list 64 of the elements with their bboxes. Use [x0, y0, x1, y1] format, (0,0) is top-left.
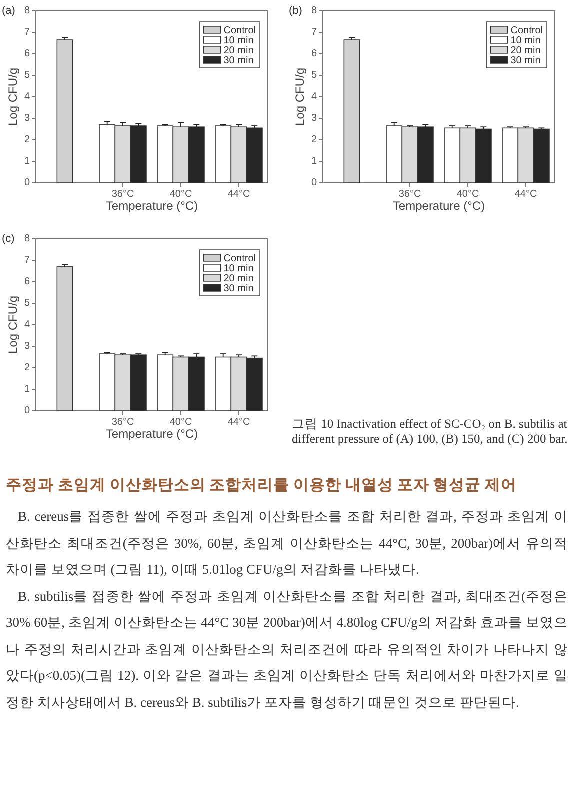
- x-tick-label: 44°C: [228, 417, 250, 428]
- legend-label: 10 min: [224, 36, 254, 46]
- x-tick-label: 40°C: [456, 189, 480, 200]
- y-axis-title: Log CFU/g: [293, 68, 307, 126]
- legend-label: 30 min: [510, 56, 541, 66]
- y-tick-label: 0: [24, 406, 30, 416]
- text: B. subtilis를 접종한 쌀에 주정과 초임계 이산화탄소를 조합 처리한 결과, 최대조건(주정은 30% 60분, 초임계 이산화탄소는 44°C 30분 200bar)에서 4.80log CFU/g의 저감화 효과를 보였으나 주정의 처리시간과 초임계 이산화탄소의 처리조건에 따라 유의적인 차이가 나타나지 않았다(p<0.05)(그림 12). 이와 같은 결과는 초임계 이산화탄소 단독 처리에서와 마찬가지로 일정한 치사상태에서 B. cereus와 B. subtilis가 포자를 형성하기 때문인 것으로 판단된다.: [6, 588, 568, 712]
- y-tick-label: 6: [24, 48, 30, 60]
- bar: [56, 266, 74, 412]
- y-tick-label: 7: [24, 255, 30, 266]
- y-tick-label: 2: [311, 134, 318, 146]
- x-tick-label: 40°C: [170, 189, 192, 200]
- legend-label: Control: [510, 26, 543, 36]
- x-tick-label: 36°C: [112, 417, 134, 428]
- x-tick-label: 36°C: [398, 189, 422, 200]
- y-tick-label: 8: [24, 234, 30, 244]
- y-tick-label: 0: [24, 178, 30, 188]
- y-tick-label: 3: [24, 341, 30, 352]
- x-tick-label: 44°C: [514, 189, 538, 200]
- chart-title: (b): [289, 5, 302, 17]
- chart-title: (a): [2, 5, 16, 17]
- chart-title: (c): [2, 233, 15, 245]
- legend-label: Control: [224, 26, 256, 36]
- y-tick-label: 3: [311, 113, 318, 124]
- y-tick-label: 8: [24, 6, 30, 16]
- y-tick-label: 7: [24, 27, 30, 38]
- x-tick-label: 36°C: [112, 189, 134, 200]
- y-tick-label: 4: [311, 92, 318, 102]
- y-tick-label: 5: [24, 70, 30, 81]
- y-tick-label: 5: [24, 298, 30, 309]
- text: 주정과 초임계 이산화탄소의 조합처리를 이용한 내열성 포자 형성균 제어: [6, 476, 518, 496]
- y-tick-label: 1: [311, 156, 318, 167]
- y-tick-label: 2: [24, 134, 30, 146]
- legend-label: 30 min: [224, 56, 254, 66]
- y-tick-label: 6: [24, 276, 30, 288]
- y-tick-label: 1: [24, 156, 30, 167]
- y-tick-label: 8: [311, 6, 318, 16]
- legend-label: 30 min: [224, 284, 254, 294]
- text: B. cereus를 접종한 쌀에 주정과 초임계 이산화탄소를 조합 처리한 결과, 주정과 초임계 이산화탄소 최대조건(주정은 30%, 60분, 초임계 이산화탄소는 44°C, 30분, 200bar)에서 유의적 차이를 보였으며 (그림 11), 이때 5.01log CFU/g의 저감화를 나타냈다.: [6, 508, 568, 579]
- x-axis-title: Temperature (°C): [106, 427, 198, 441]
- y-tick-label: 7: [311, 27, 318, 38]
- caption: 그림 10 Inactivation effect of SC-CO₂ on B. subtilis at different pressure of (A) 100, (B) 150, and (C) 200 bar.: [292, 417, 568, 447]
- y-axis-title: Log CFU/g: [6, 68, 20, 126]
- legend-label: 20 min: [510, 46, 541, 56]
- x-tick-label: 40°C: [170, 417, 192, 428]
- y-tick-label: 4: [24, 92, 30, 102]
- y-tick-label: 2: [24, 362, 30, 374]
- y-tick-label: 5: [311, 70, 318, 81]
- legend-label: Control: [224, 254, 256, 264]
- y-tick-label: 3: [24, 113, 30, 124]
- bar: [344, 40, 360, 184]
- y-tick-label: 1: [24, 384, 30, 395]
- y-tick-label: 6: [311, 48, 318, 60]
- legend-label: 20 min: [224, 46, 254, 56]
- legend-label: 20 min: [224, 274, 254, 284]
- legend-label: 10 min: [510, 36, 541, 46]
- bar: [56, 40, 74, 184]
- x-axis-title: Temperature (°C): [392, 199, 486, 213]
- y-tick-label: 0: [311, 178, 318, 188]
- y-axis-title: Log CFU/g: [6, 296, 20, 354]
- legend-label: 10 min: [224, 264, 254, 274]
- x-axis-title: Temperature (°C): [106, 199, 198, 213]
- x-tick-label: 44°C: [228, 189, 250, 200]
- y-tick-label: 4: [24, 320, 30, 330]
